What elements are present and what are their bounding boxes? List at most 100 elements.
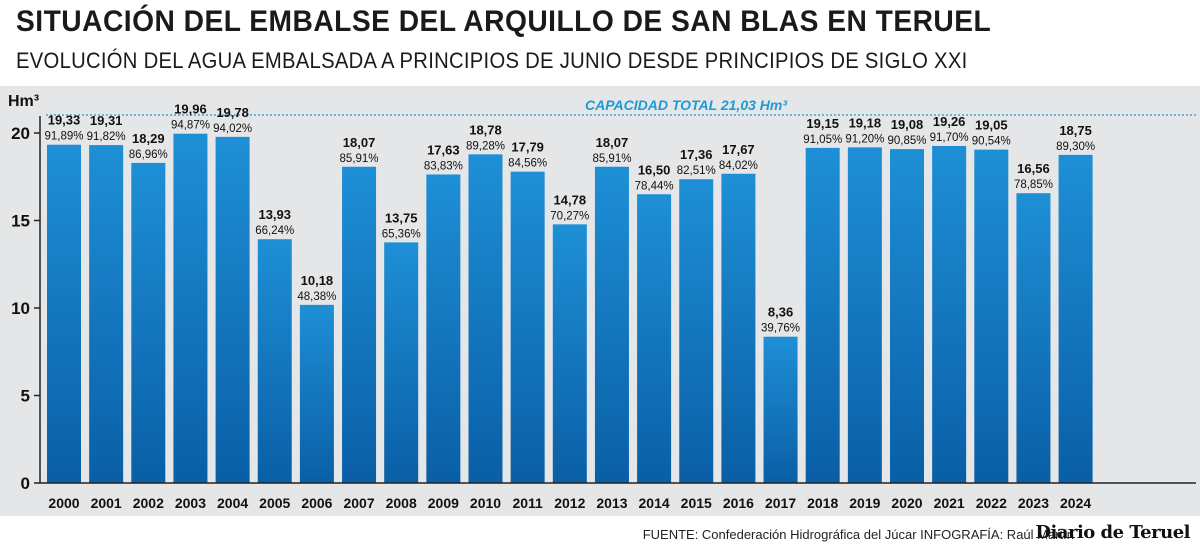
bar: [763, 336, 798, 483]
bar: [890, 149, 924, 483]
percent-label: 90,85%: [887, 135, 926, 147]
x-tick-label: 2016: [723, 495, 754, 511]
value-label: 19,78: [216, 105, 249, 120]
value-label: 18,75: [1059, 123, 1092, 138]
percent-label: 66,24%: [255, 225, 294, 237]
percent-label: 91,70%: [930, 132, 969, 144]
bars: [47, 133, 1093, 484]
publisher-logo: Diario de Teruel: [1035, 522, 1190, 543]
percent-label: 85,91%: [592, 153, 631, 165]
x-tick-label: 2005: [259, 495, 290, 511]
x-tick-label: 2020: [891, 495, 922, 511]
value-label: 17,36: [680, 147, 713, 162]
percent-label: 78,85%: [1014, 179, 1053, 191]
x-tick-label: 2003: [175, 495, 206, 511]
bar: [1016, 193, 1051, 483]
x-tick-label: 2019: [849, 495, 880, 511]
bar: [468, 154, 503, 483]
x-tick-label: 2007: [343, 495, 374, 511]
percent-label: 89,28%: [466, 140, 505, 152]
value-label: 19,18: [849, 115, 882, 130]
percent-label: 91,05%: [803, 134, 842, 146]
value-label: 19,15: [806, 116, 839, 131]
y-tick-label: 20: [11, 124, 30, 143]
y-tick-label: 5: [21, 387, 30, 406]
y-axis-label: Hm³: [8, 93, 39, 110]
bar: [299, 304, 334, 483]
value-label: 18,07: [596, 135, 629, 150]
percent-label: 89,30%: [1056, 141, 1095, 153]
value-label: 17,79: [511, 140, 544, 155]
value-label: 13,93: [258, 207, 291, 222]
bar: [510, 171, 545, 484]
value-label: 16,56: [1017, 161, 1050, 176]
x-tick-label: 2017: [765, 495, 796, 511]
bar: [89, 145, 124, 483]
x-tick-label: 2015: [681, 495, 712, 511]
value-label: 10,18: [301, 273, 334, 288]
value-label: 19,05: [975, 118, 1008, 133]
percent-label: 91,82%: [87, 131, 126, 143]
x-tick-label: 2021: [934, 495, 965, 511]
percent-label: 78,44%: [635, 180, 674, 192]
x-tick-label: 2001: [91, 495, 122, 511]
source-credit: FUENTE: Confederación Hidrográfica del J…: [642, 527, 1074, 542]
bar: [594, 166, 629, 483]
capacity-label: CAPACIDAD TOTAL 21,03 Hm³: [585, 97, 787, 113]
bar: [552, 224, 587, 483]
x-tick-label: 2000: [48, 495, 79, 511]
value-label: 18,07: [343, 135, 376, 150]
x-tick-label: 2010: [470, 495, 501, 511]
percent-label: 83,83%: [424, 160, 463, 172]
bar: [847, 147, 882, 483]
percent-label: 94,02%: [213, 123, 252, 135]
x-tick-label: 2023: [1018, 495, 1049, 511]
value-label: 19,96: [174, 102, 207, 117]
percent-label: 90,54%: [972, 136, 1011, 148]
x-tick-label: 2011: [512, 495, 543, 511]
percent-label: 85,91%: [340, 153, 379, 165]
percent-label: 82,51%: [677, 165, 716, 177]
x-tick-label: 2022: [976, 495, 1007, 511]
bar: [131, 162, 166, 484]
value-label: 17,63: [427, 142, 460, 157]
x-tick-label: 2012: [554, 495, 585, 511]
bar: [1058, 154, 1093, 483]
x-tick-label: 2008: [386, 495, 417, 511]
percent-label: 91,20%: [845, 133, 884, 145]
percent-label: 48,38%: [297, 291, 336, 303]
y-tick-label: 15: [11, 212, 30, 231]
percent-label: 84,56%: [508, 158, 547, 170]
bar: [384, 242, 419, 483]
bar: [47, 144, 81, 483]
bar: [679, 179, 714, 483]
footer: FUENTE: Confederación Hidrográfica del J…: [0, 516, 1200, 552]
value-label: 18,78: [469, 122, 502, 137]
axes: 0 5 10 15 20 Hm³: [8, 93, 1196, 493]
percent-label: 39,76%: [761, 323, 800, 335]
x-tick-label: 2004: [217, 495, 248, 511]
value-label: 17,67: [722, 142, 755, 157]
bar: [974, 149, 1009, 483]
value-label: 18,29: [132, 131, 165, 146]
percent-label: 65,36%: [382, 228, 421, 240]
bar-labels: 19,33 91,89% 2000 19,31 91,82% 2001 18,29 86,96…: [44, 102, 1095, 511]
y-tick-label: 0: [21, 474, 30, 493]
x-tick-label: 2006: [301, 495, 332, 511]
bar: [426, 174, 461, 483]
x-tick-label: 2009: [428, 495, 459, 511]
x-tick-label: 2013: [596, 495, 627, 511]
bar: [805, 147, 840, 483]
capacity-annotation: CAPACIDAD TOTAL 21,03 Hm³: [46, 97, 1196, 116]
percent-label: 84,02%: [719, 160, 758, 172]
bar: [342, 166, 377, 483]
bar-chart: CAPACIDAD TOTAL 21,03 Hm³ 19,3391,89%200…: [8, 93, 1196, 511]
x-tick-label: 2024: [1060, 495, 1091, 511]
bar: [173, 133, 208, 483]
value-label: 8,36: [768, 305, 793, 320]
percent-label: 91,89%: [44, 131, 83, 143]
percent-label: 94,87%: [171, 120, 210, 132]
bar: [637, 194, 672, 483]
value-label: 19,26: [933, 114, 966, 129]
percent-label: 70,27%: [550, 210, 589, 222]
